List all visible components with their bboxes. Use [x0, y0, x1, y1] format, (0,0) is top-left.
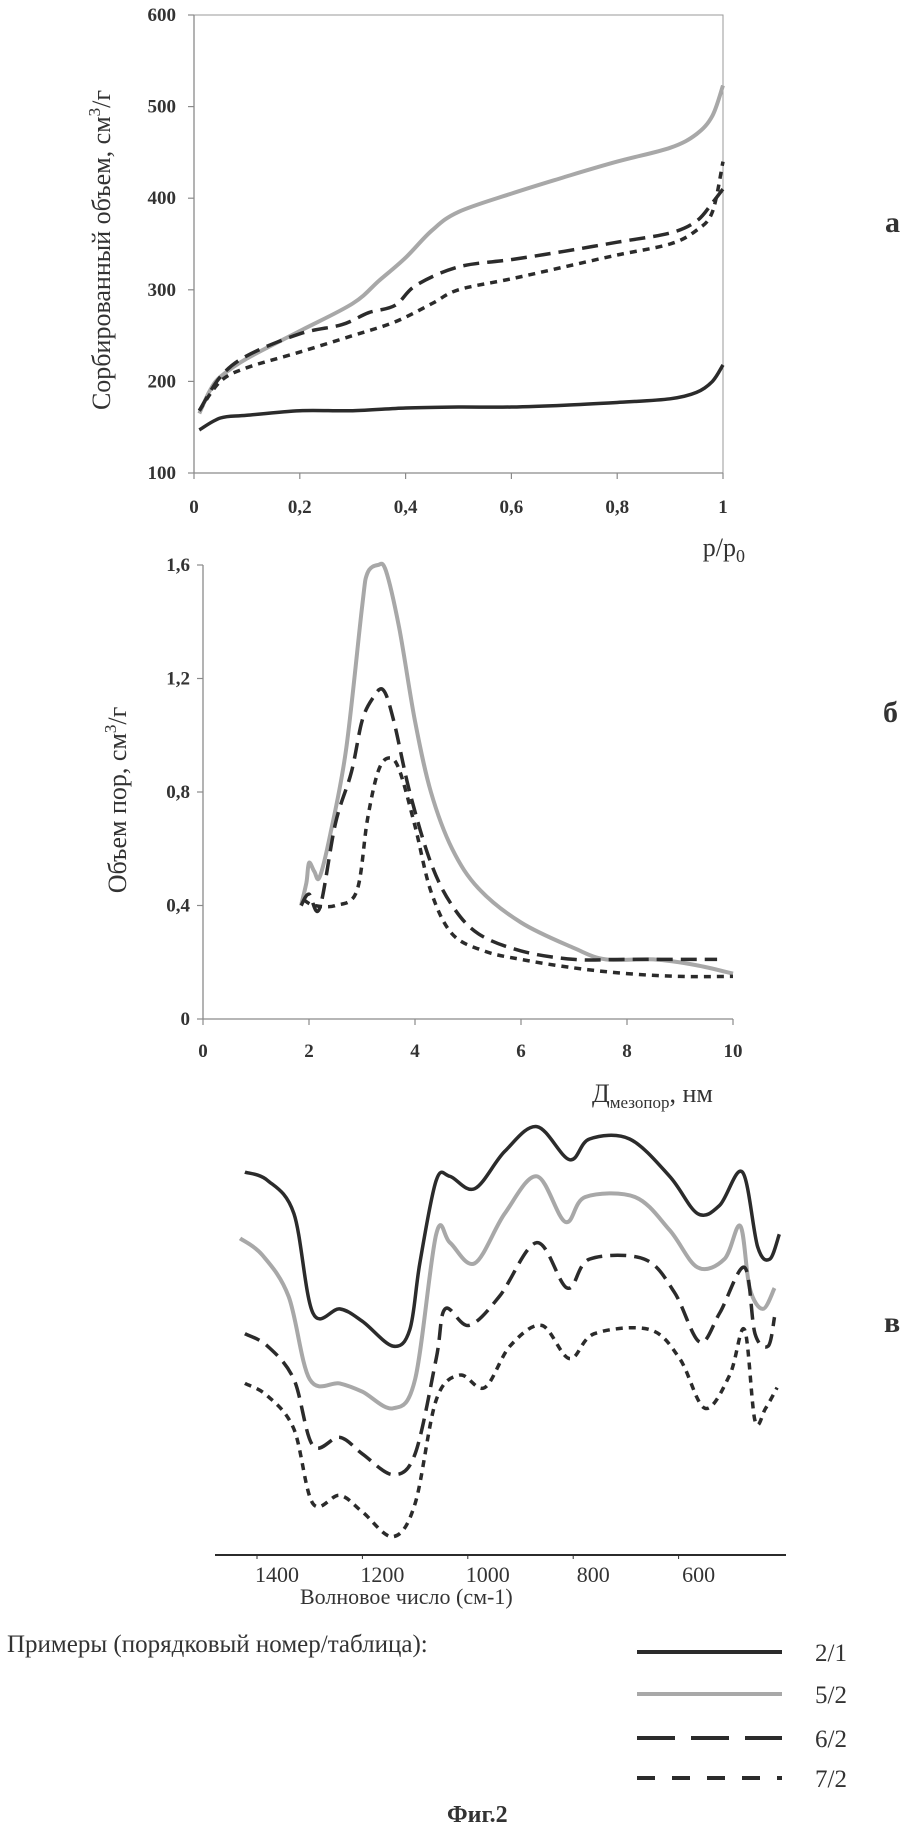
legend-label: 5/2 [815, 1682, 847, 1709]
legend-title: Примеры (порядковый номер/таблица): [7, 1631, 428, 1658]
x-tick-label: 4 [410, 1041, 420, 1062]
legend-label: 6/2 [815, 1726, 847, 1753]
x-tick-label: 0 [189, 497, 199, 518]
chart-a-axes: 100 200 300 400 500 600 0 0,2 0,4 0,6 0,8 1 [148, 5, 728, 518]
panel-label-c: в [884, 1306, 900, 1339]
y-tick-label: 100 [148, 463, 177, 484]
y-tick-label: 300 [148, 280, 177, 301]
x-tick-label: 0,2 [288, 497, 312, 518]
y-tick-label: 0,4 [166, 896, 190, 917]
chart-a-x-axis-title: p/p0 [703, 533, 745, 566]
chart-a-frame [193, 14, 724, 474]
x-tick-label: 600 [682, 1562, 715, 1587]
x-tick-label: 1000 [466, 1562, 510, 1587]
series-line-7-2 [244, 1323, 779, 1539]
x-tick-label: 0,8 [605, 497, 629, 518]
y-tick-label: 1,2 [166, 669, 190, 690]
legend-item: 7/2 [637, 1766, 847, 1793]
legend-label: 7/2 [815, 1766, 847, 1793]
chart-a: 100 200 300 400 500 600 0 0,2 0,4 0,6 0,8 1 Сорбиро… [85, 5, 900, 566]
series-line-7-2 [302, 756, 734, 979]
series-line-5-2 [299, 561, 734, 976]
x-tick-label: 1200 [360, 1562, 404, 1587]
chart-a-y-axis-title: Сорбированный объем, см3/г [85, 90, 116, 410]
figure-label: Фиг.2 [447, 1802, 508, 1828]
series-line-6-2 [244, 1240, 777, 1477]
legend: Примеры (порядковый номер/таблица): 2/1 5… [7, 1631, 847, 1793]
series-line-6-2 [197, 187, 725, 412]
y-tick-label: 400 [148, 188, 177, 209]
panel-label-b: б [883, 696, 898, 729]
chart-c-axes: 1400 1200 1000 800 600 [215, 1554, 786, 1587]
x-tick-label: 1400 [255, 1562, 299, 1587]
legend-item: 5/2 [637, 1682, 847, 1709]
chart-b-axes: 0 0,4 0,8 1,2 1,6 0 2 4 6 8 10 [166, 555, 742, 1062]
chart-a-series [197, 84, 725, 432]
chart-b: 0 0,4 0,8 1,2 1,6 0 2 4 6 8 10 Объем пор, см3/г Дм… [101, 555, 898, 1112]
chart-b-y-axis-title: Объем пор, см3/г [101, 707, 132, 894]
x-tick-label: 10 [724, 1041, 743, 1062]
y-tick-label: 600 [148, 5, 177, 26]
chart-c-series [238, 1124, 781, 1539]
chart-b-x-axis-title: Дмезопор, нм [592, 1079, 713, 1112]
x-tick-label: 0 [198, 1041, 208, 1062]
y-tick-label: 200 [148, 371, 177, 392]
series-line-5-2 [197, 84, 725, 415]
legend-item: 6/2 [637, 1726, 847, 1753]
series-line-6-2 [299, 687, 718, 962]
chart-c-x-axis-title: Волновое число (см-1) [300, 1584, 513, 1609]
y-tick-label: 1,6 [166, 555, 190, 576]
legend-label: 2/1 [815, 1640, 847, 1667]
x-tick-label: 0,4 [394, 497, 418, 518]
x-tick-label: 8 [622, 1041, 632, 1062]
chart-b-series [299, 561, 734, 979]
y-tick-label: 0,8 [166, 782, 190, 803]
series-line-5-2 [238, 1174, 777, 1411]
series-line-2-1 [244, 1124, 781, 1349]
x-tick-label: 0,6 [500, 497, 524, 518]
chart-c: 1400 1200 1000 800 600 Волновое число (см-1)… [215, 1124, 900, 1609]
y-tick-label: 500 [148, 97, 177, 118]
series-line-7-2 [197, 161, 725, 412]
x-tick-label: 2 [304, 1041, 314, 1062]
legend-item: 2/1 [637, 1640, 847, 1667]
y-tick-label: 0 [181, 1009, 191, 1030]
x-tick-label: 800 [577, 1562, 610, 1587]
series-line-2-1 [198, 363, 725, 432]
x-tick-label: 1 [718, 497, 728, 518]
x-tick-label: 6 [516, 1041, 526, 1062]
panel-label-a: а [885, 206, 900, 239]
